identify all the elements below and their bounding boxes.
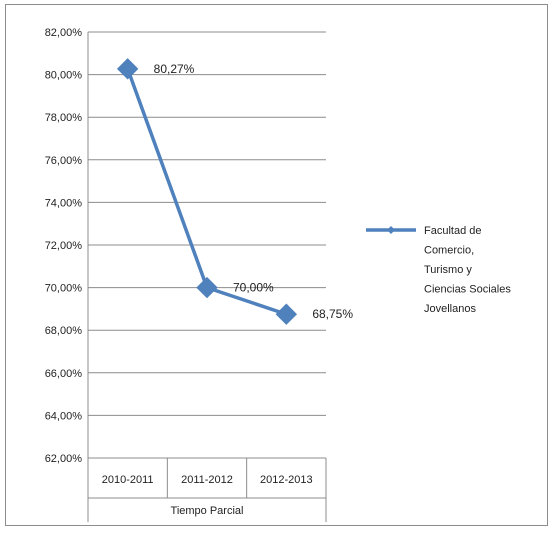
y-tick-label: 82,00% [45,27,83,39]
data-label: 80,27% [154,62,195,76]
y-tick-label: 66,00% [45,368,83,380]
y-tick-label: 76,00% [45,155,83,167]
legend-label-line: Facultad de [424,225,481,237]
data-point-marker [196,276,218,299]
x-tick-label: 2010-2011 [102,474,154,486]
legend-label-line: Ciencias Sociales [424,284,511,296]
y-tick-label: 70,00% [45,283,83,295]
x-group-label: Tiempo Parcial [171,505,244,517]
y-tick-label: 62,00% [45,453,83,465]
data-point-marker [275,303,298,325]
y-tick-label: 68,00% [45,325,83,337]
data-point-marker [116,58,139,80]
legend-label-line: Comercio, [424,245,474,257]
y-tick-label: 80,00% [45,70,83,82]
x-tick-label: 2011-2012 [181,474,233,486]
data-label: 70,00% [233,281,274,295]
y-tick-label: 78,00% [45,112,83,124]
chart-frame [5,4,548,526]
y-tick-label: 64,00% [45,410,83,422]
legend-label-line: Jovellanos [424,303,476,315]
legend-marker [387,226,395,234]
y-tick-label: 74,00% [45,197,83,209]
x-tick-label: 2012-2013 [260,474,313,486]
data-label: 68,75% [312,307,353,321]
legend-label-line: Turismo y [424,264,472,276]
y-tick-label: 72,00% [45,240,83,252]
